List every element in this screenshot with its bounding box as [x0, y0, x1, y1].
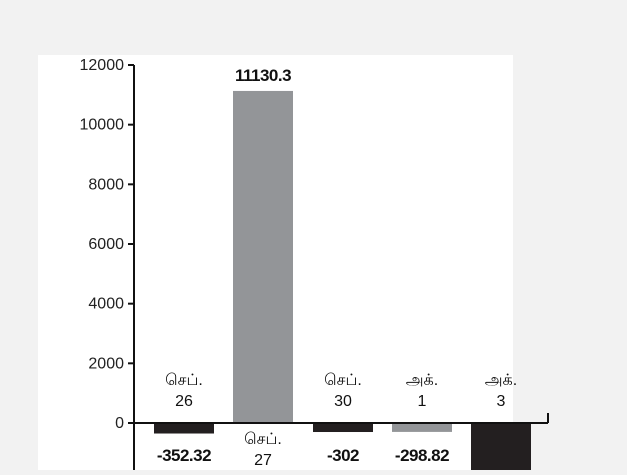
value-label: -352.32 — [157, 446, 211, 465]
category-label: 26 — [175, 393, 193, 410]
bar — [392, 423, 452, 432]
y-tick-label: 6000 — [88, 236, 124, 253]
bar — [313, 423, 373, 433]
category-label: செப். — [244, 431, 282, 448]
category-label: 30 — [334, 393, 352, 410]
bar — [154, 423, 214, 434]
value-label: -298.82 — [395, 446, 449, 465]
y-tick-label: 4000 — [88, 296, 124, 313]
y-tick-label: 12000 — [80, 57, 125, 74]
value-label: -302 — [327, 446, 359, 465]
category-label: செப். — [165, 372, 203, 389]
value-label: 11130.3 — [235, 66, 291, 85]
bar — [471, 423, 531, 475]
category-label: அக். — [406, 372, 438, 389]
category-label: 1 — [418, 393, 427, 410]
bars — [154, 90, 531, 475]
category-label: 3 — [497, 393, 506, 410]
y-tick-label: 8000 — [88, 176, 124, 193]
y-axis: 0 2000 4000 6000 8000 10000 12000 — [80, 57, 135, 470]
category-label: செப். — [324, 372, 362, 389]
x-axis — [134, 413, 549, 424]
y-tick-label: 10000 — [80, 117, 125, 134]
category-label: அக். — [485, 372, 517, 389]
y-tick-label: 0 — [115, 415, 124, 432]
category-label: 27 — [254, 452, 272, 469]
category-labels: செப். 26 செப். 27 செப். 30 அக். 1 அக். 3 — [165, 372, 517, 469]
y-tick-label: 2000 — [88, 355, 124, 372]
bar — [233, 90, 293, 424]
value-labels: -352.32 11130.3 -302 -298.82 — [157, 66, 450, 465]
